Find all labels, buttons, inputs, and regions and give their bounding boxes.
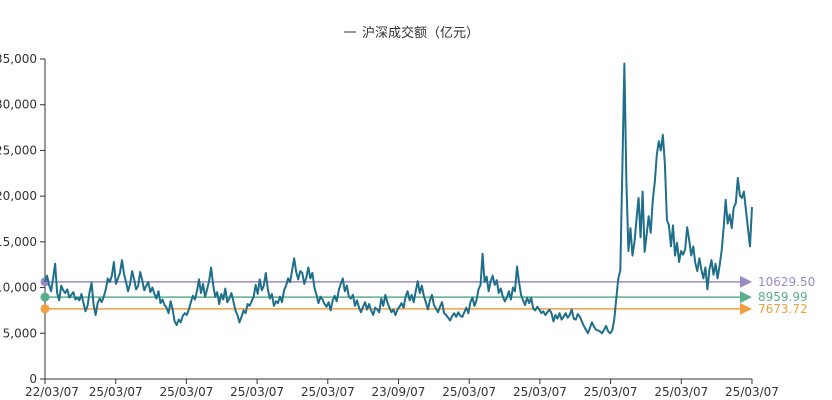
y-axis: 0 5,000 10,000 15,000 20,000 25,000 30,000 35,0…: [0, 52, 46, 386]
y-tick-label: 35,000: [0, 52, 37, 66]
y-tick-label: 5,000: [3, 326, 37, 340]
x-tick-label: 25/03/07: [230, 385, 284, 399]
x-tick-label: 23/09/07: [372, 385, 426, 399]
y-tick-label: 0: [29, 372, 37, 386]
x-tick-label: 25/03/07: [159, 385, 213, 399]
ref-8959-dot: [40, 292, 50, 302]
x-tick-label: 25/03/07: [654, 385, 708, 399]
series-group: [44, 62, 753, 335]
ref-8959-label: 8959.99: [758, 290, 808, 304]
y-tick-label: 30,000: [0, 98, 37, 112]
y-tick-label: 15,000: [0, 235, 37, 249]
x-tick-label: 25/03/07: [89, 385, 143, 399]
legend[interactable]: 沪深成交额（亿元）: [344, 25, 479, 41]
y-tick-label: 20,000: [0, 189, 37, 203]
x-tick-label: 25/03/07: [584, 385, 638, 399]
ref-7673-dot: [40, 304, 50, 314]
x-tick-label: 22/03/07: [25, 385, 79, 399]
ref-7673-arrow: [740, 302, 752, 315]
ref-7673-label: 7673.72: [758, 302, 808, 316]
x-tick-label: 25/03/07: [442, 385, 496, 399]
legend-label: 沪深成交额（亿元）: [362, 25, 479, 41]
ref-10629-arrow: [740, 275, 752, 288]
y-tick-label: 10,000: [0, 281, 37, 295]
y-tick-label: 25,000: [0, 143, 37, 157]
x-tick-label: 25/03/07: [513, 385, 567, 399]
x-tick-label: 25/03/07: [725, 385, 779, 399]
ref-10629-label: 10629.50: [758, 275, 815, 289]
x-tick-label: 25/03/07: [301, 385, 355, 399]
x-axis: 22/03/07 25/03/07 25/03/07 25/03/07 25/03/07…: [25, 378, 779, 399]
series-line[interactable]: [44, 62, 753, 335]
ref-8959-arrow: [740, 291, 752, 304]
